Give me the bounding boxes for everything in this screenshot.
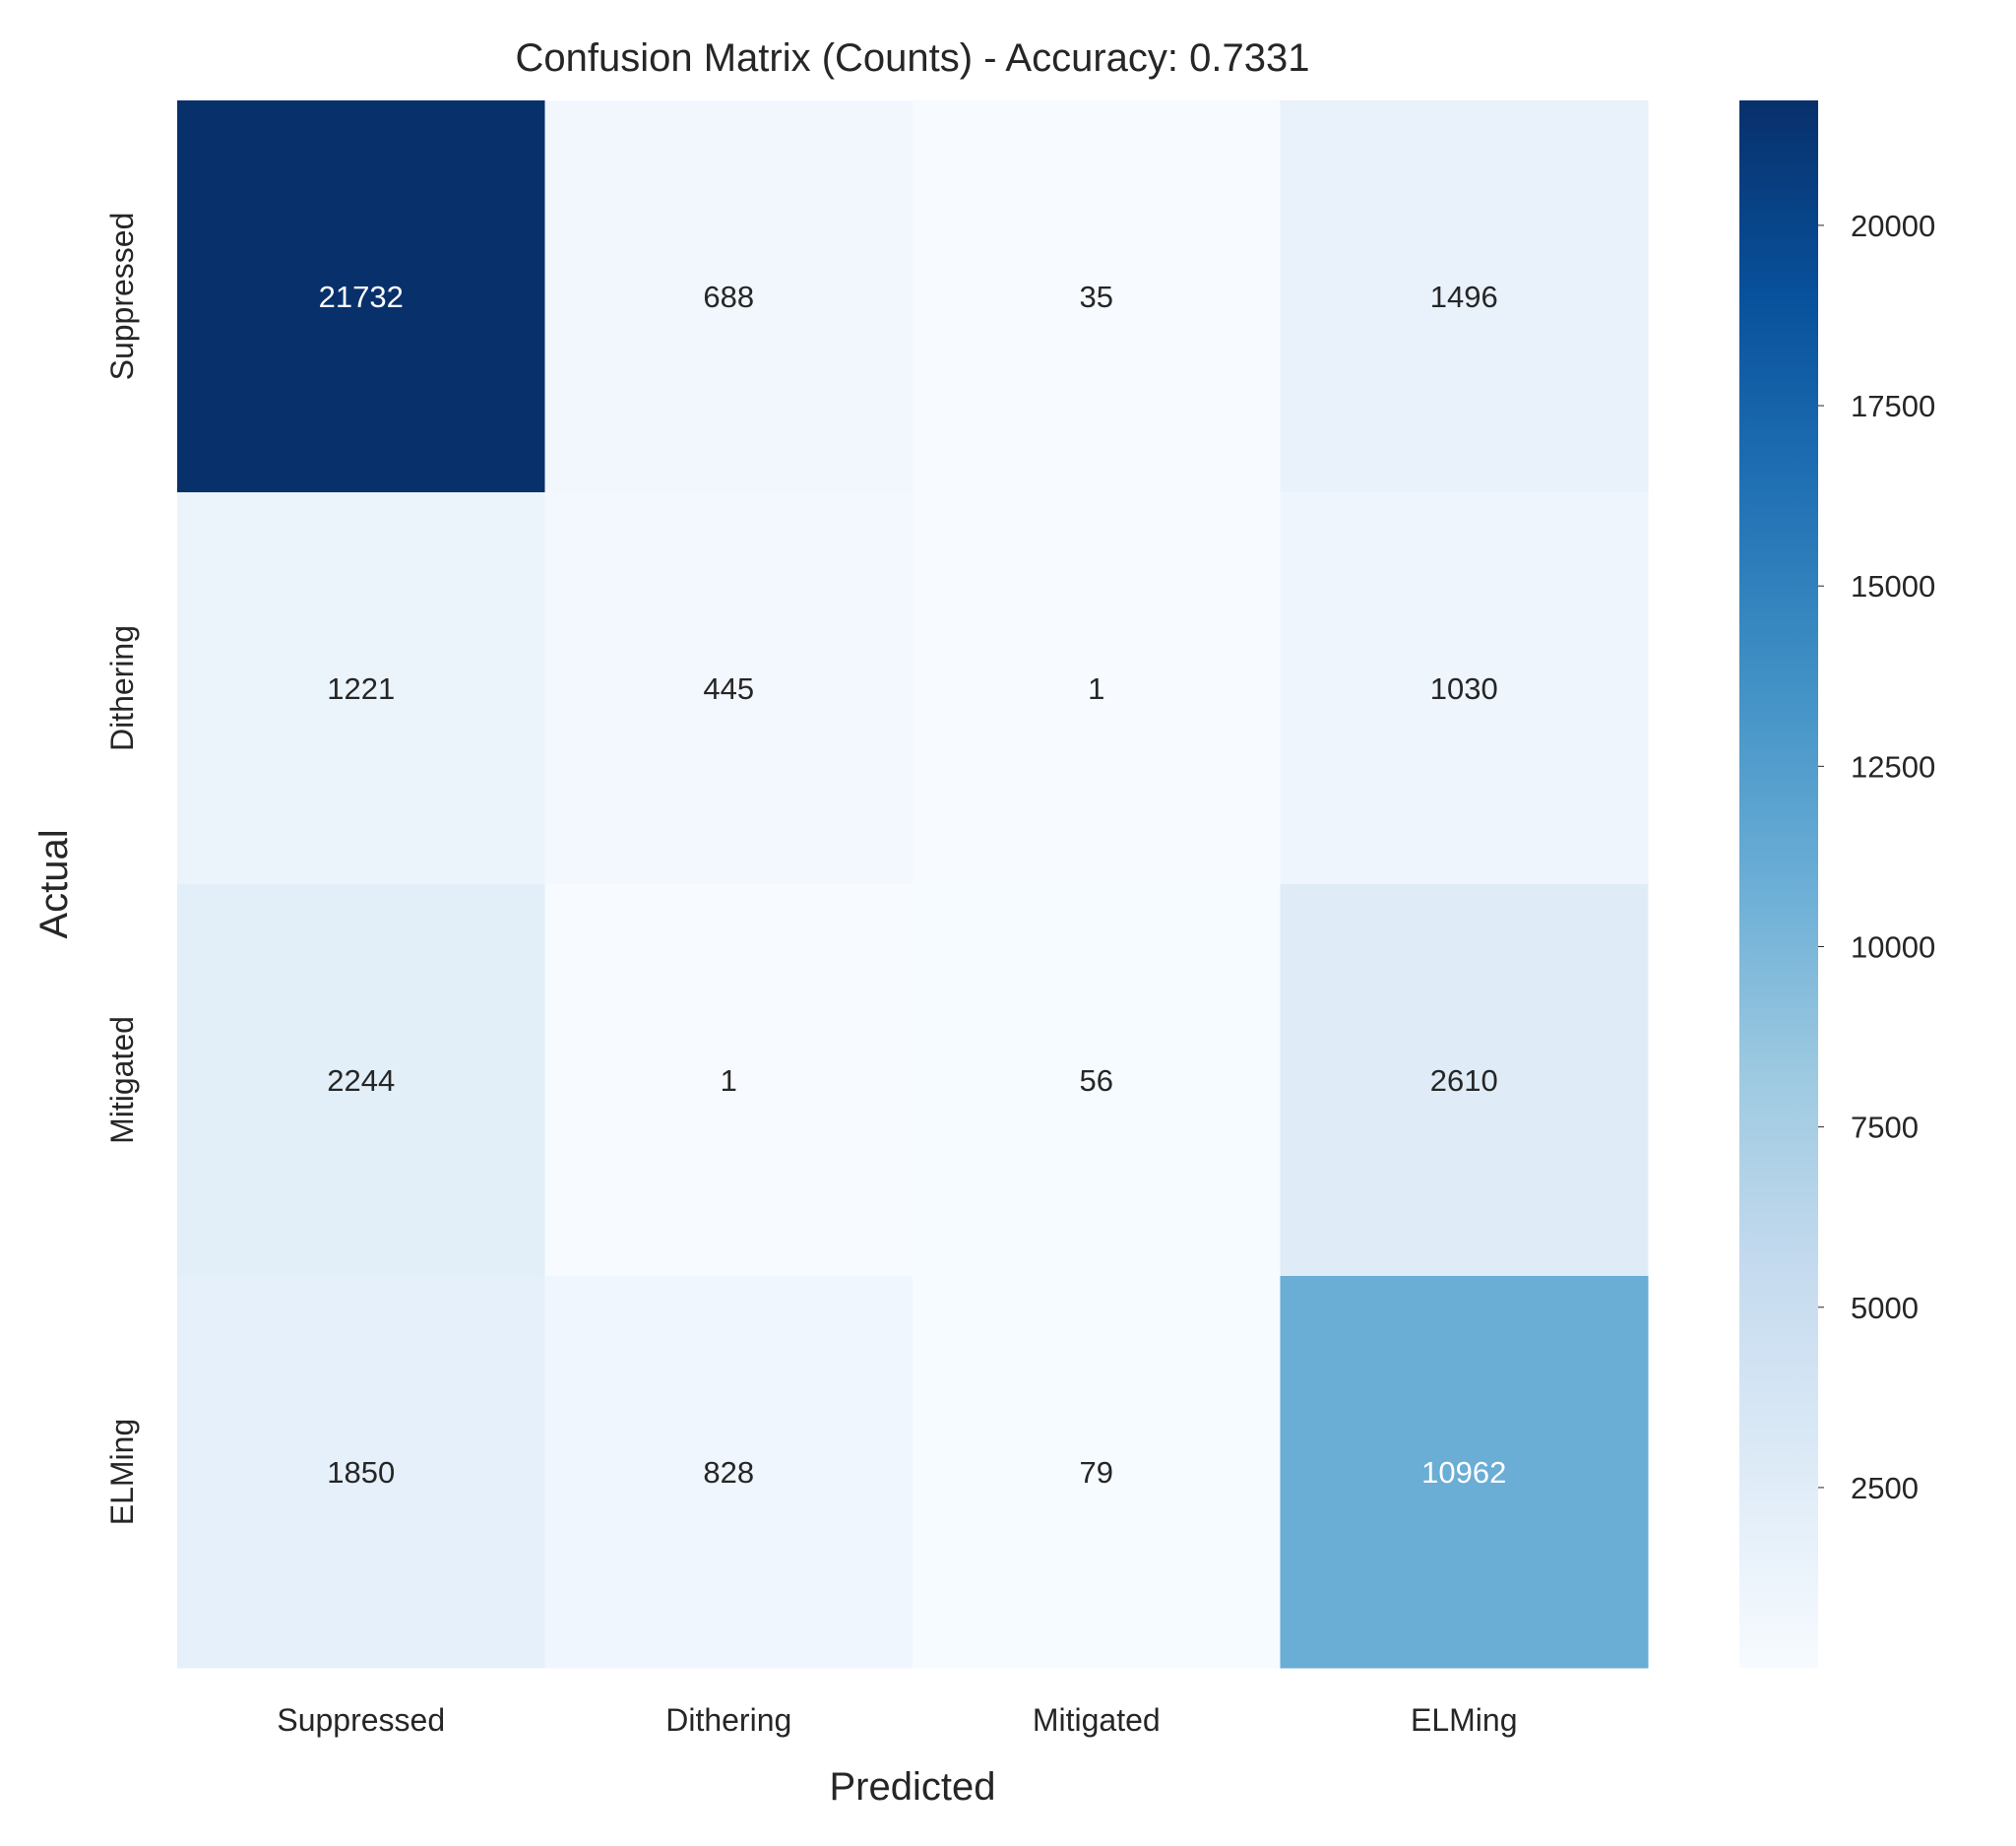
colorbar-tick-label: 12500 [1851,749,1935,784]
heatmap-cell [913,100,1281,493]
cell-value-label: 445 [703,671,754,706]
x-tick-labels: Suppressed Dithering Mitigated ELMing [277,1702,1517,1738]
cell-value-label: 1221 [327,671,395,706]
x-tick-label: ELMing [1411,1702,1518,1738]
cell-value-label: 828 [703,1455,754,1490]
x-tick-label: Suppressed [277,1702,445,1738]
heatmap-cell [177,1276,545,1669]
heatmap-cell [1280,1276,1649,1669]
chart-title: Confusion Matrix (Counts) - Accuracy: 0.… [515,36,1309,80]
cell-value-label: 1 [721,1063,737,1098]
x-tick-label: Mitigated [1033,1702,1161,1738]
cell-value-label: 1 [1088,671,1104,706]
colorbar-tick-label: 15000 [1851,569,1935,604]
cell-value-label: 2244 [327,1063,395,1098]
heatmap-cell [177,100,545,493]
heatmap-cell [1280,100,1649,493]
cell-value-label: 688 [703,280,754,314]
heatmap-cell [913,492,1281,885]
cell-value-label: 35 [1080,280,1113,314]
heatmap-cell [544,1276,914,1669]
colorbar-tick-label: 10000 [1851,929,1935,964]
colorbar-tick-label: 5000 [1851,1291,1919,1325]
colorbar-tick-label: 20000 [1851,209,1935,243]
x-tick-label: Dithering [665,1702,791,1738]
heatmap-cell [1280,884,1649,1277]
cell-value-label: 10962 [1421,1455,1506,1490]
cell-value-label: 1850 [327,1455,395,1490]
y-tick-labels: Suppressed Dithering Mitigated ELMing [104,213,140,1526]
heatmap-cell [177,492,545,885]
y-tick-label: Suppressed [104,213,140,381]
colorbar-tick-label: 7500 [1851,1111,1919,1145]
y-tick-label: ELMing [104,1419,140,1526]
cell-value-label: 1496 [1430,280,1498,314]
y-tick-label: Dithering [104,625,140,751]
y-axis-label: Actual [32,829,76,938]
heatmap-cell [1280,492,1649,885]
heatmap-cell [913,1276,1281,1669]
colorbar-tick-label: 17500 [1851,389,1935,423]
cell-value-label: 56 [1080,1063,1113,1098]
heatmap-cells: 21732 688 35 1496 1221 445 1 1030 2244 1 56 2610 185… [177,100,1649,1669]
colorbar-tick-label: 2500 [1851,1471,1919,1505]
cell-value-label: 1030 [1430,671,1498,706]
heatmap-cell [913,884,1281,1277]
cell-value-label: 79 [1080,1455,1113,1490]
heatmap-cell [544,100,914,493]
y-tick-label: Mitigated [104,1016,140,1144]
heatmap-cell [544,884,914,1277]
colorbar [1739,100,1818,1668]
heatmap-cell [177,884,545,1277]
heatmap-cell [544,492,914,885]
cell-value-label: 2610 [1430,1063,1498,1098]
x-axis-label: Predicted [830,1765,996,1809]
colorbar-ticks: 2500 5000 7500 10000 12500 15000 17500 20000 [1818,209,1935,1505]
cell-value-label: 21732 [319,280,404,314]
